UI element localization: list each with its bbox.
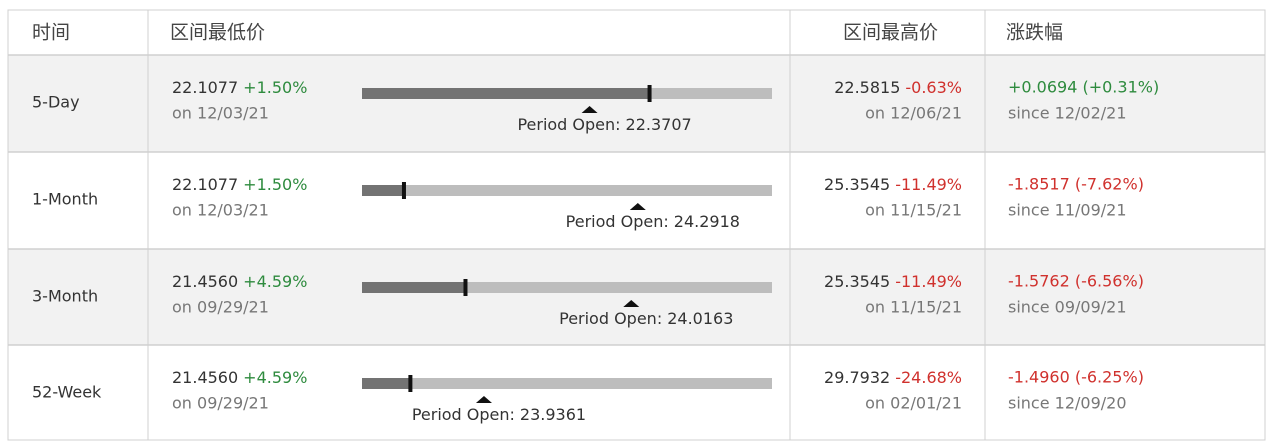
low-price: 22.1077 bbox=[172, 175, 238, 194]
header-change: 涨跌幅 bbox=[1006, 22, 1063, 44]
period-label: 52-Week bbox=[32, 383, 102, 402]
high-price: 25.3545 bbox=[824, 272, 890, 291]
open-value: 23.9361 bbox=[520, 405, 586, 424]
row-background bbox=[8, 249, 1265, 345]
low-date: on 09/29/21 bbox=[172, 394, 269, 413]
open-value: 24.0163 bbox=[667, 309, 733, 328]
range-fill bbox=[362, 185, 404, 196]
open-label: Period Open: 23.9361 bbox=[412, 405, 586, 424]
open-value: 22.3707 bbox=[626, 115, 692, 134]
high-value: 29.7932 -24.68% bbox=[824, 368, 962, 387]
header-period: 时间 bbox=[32, 22, 70, 44]
low-price: 22.1077 bbox=[172, 78, 238, 97]
price-marker bbox=[647, 85, 652, 102]
high-price: 22.5815 bbox=[834, 78, 900, 97]
high-pct: -11.49% bbox=[895, 272, 962, 291]
low-date: on 12/03/21 bbox=[172, 104, 269, 123]
row-background bbox=[8, 152, 1265, 249]
low-value: 21.4560 +4.59% bbox=[172, 272, 307, 291]
low-price: 21.4560 bbox=[172, 272, 238, 291]
change-since: since 09/09/21 bbox=[1008, 298, 1127, 317]
range-bar bbox=[362, 378, 772, 389]
high-value: 25.3545 -11.49% bbox=[824, 175, 962, 194]
table-border bbox=[7, 9, 1266, 441]
change-since: since 12/02/21 bbox=[1008, 104, 1127, 123]
range-fill bbox=[362, 378, 411, 389]
open-label-text: Period Open: bbox=[412, 405, 515, 424]
low-date: on 12/03/21 bbox=[172, 201, 269, 220]
header-high: 区间最高价 bbox=[843, 22, 938, 44]
open-label: Period Open: 22.3707 bbox=[517, 115, 691, 134]
range-bar bbox=[362, 185, 772, 196]
low-value: 22.1077 +1.50% bbox=[172, 78, 307, 97]
change-since: since 12/09/20 bbox=[1008, 394, 1127, 413]
range-fill bbox=[362, 282, 466, 293]
high-pct: -24.68% bbox=[895, 368, 962, 387]
open-marker bbox=[581, 106, 598, 113]
open-label: Period Open: 24.0163 bbox=[559, 309, 733, 328]
high-price: 25.3545 bbox=[824, 175, 890, 194]
period-label: 5-Day bbox=[32, 93, 80, 112]
change-since: since 11/09/21 bbox=[1008, 201, 1127, 220]
period-label: 3-Month bbox=[32, 287, 98, 306]
open-label-text: Period Open: bbox=[566, 212, 669, 231]
price-marker bbox=[408, 375, 413, 392]
price-marker bbox=[401, 182, 406, 199]
price-marker bbox=[463, 279, 468, 296]
open-label-text: Period Open: bbox=[559, 309, 662, 328]
change-value: -1.4960 (-6.25%) bbox=[1008, 368, 1144, 387]
row-background bbox=[8, 345, 1265, 440]
low-pct: +4.59% bbox=[243, 368, 307, 387]
high-date: on 02/01/21 bbox=[865, 394, 962, 413]
change-value: -1.8517 (-7.62%) bbox=[1008, 175, 1144, 194]
high-date: on 12/06/21 bbox=[865, 104, 962, 123]
open-marker bbox=[475, 396, 492, 403]
low-value: 22.1077 +1.50% bbox=[172, 175, 307, 194]
change-value: -1.5762 (-6.56%) bbox=[1008, 272, 1144, 291]
low-pct: +1.50% bbox=[243, 175, 307, 194]
low-value: 21.4560 +4.59% bbox=[172, 368, 307, 387]
row-background bbox=[8, 55, 1265, 152]
high-date: on 11/15/21 bbox=[865, 298, 962, 317]
range-fill bbox=[362, 88, 650, 99]
low-date: on 09/29/21 bbox=[172, 298, 269, 317]
open-marker bbox=[629, 203, 646, 210]
high-price: 29.7932 bbox=[824, 368, 890, 387]
high-pct: -0.63% bbox=[905, 78, 962, 97]
period-label: 1-Month bbox=[32, 190, 98, 209]
open-marker bbox=[623, 300, 640, 307]
low-pct: +1.50% bbox=[243, 78, 307, 97]
low-price: 21.4560 bbox=[172, 368, 238, 387]
open-value: 24.2918 bbox=[674, 212, 740, 231]
high-value: 25.3545 -11.49% bbox=[824, 272, 962, 291]
high-date: on 11/15/21 bbox=[865, 201, 962, 220]
open-label: Period Open: 24.2918 bbox=[566, 212, 740, 231]
low-pct: +4.59% bbox=[243, 272, 307, 291]
change-value: +0.0694 (+0.31%) bbox=[1008, 78, 1159, 97]
range-bar bbox=[362, 282, 772, 293]
high-value: 22.5815 -0.63% bbox=[834, 78, 962, 97]
high-pct: -11.49% bbox=[895, 175, 962, 194]
header-low: 区间最低价 bbox=[170, 22, 265, 44]
open-label-text: Period Open: bbox=[517, 115, 620, 134]
